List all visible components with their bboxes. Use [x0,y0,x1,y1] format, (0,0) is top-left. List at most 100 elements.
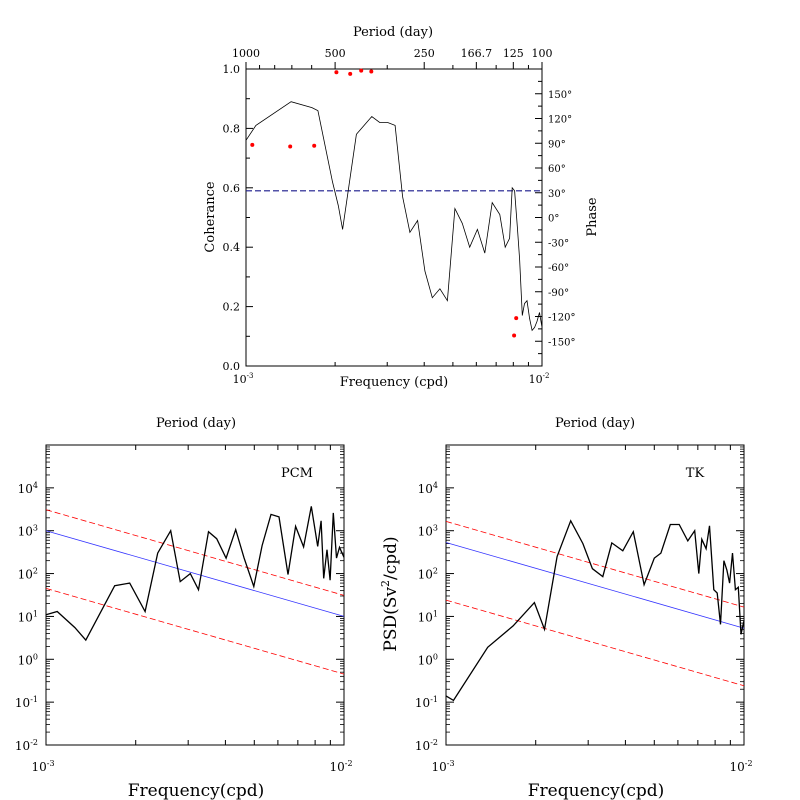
y-tick-label-base: 10 [18,653,33,667]
upper-confidence-line [445,521,745,608]
x-tick-labels: 10-3 10-2 [31,759,352,774]
phase-point [334,70,339,75]
x-axis-title: Frequency(cpd) [128,781,265,800]
y-tick-label-base: 10 [415,739,430,753]
red-noise-line [45,530,345,617]
phase-point [514,316,519,321]
top-tick-label: 125 [503,47,524,60]
x-tick-label-exp: -3 [247,372,254,380]
top-tick-label: 1000 [232,47,260,60]
y-tick-label: 101 [418,609,438,624]
y-tick-label-base: 10 [15,739,30,753]
y-tick-label-base: 10 [18,482,33,496]
phase-point [359,68,364,73]
plot-frame [245,68,543,367]
x-tick-label-exp: -2 [543,372,550,380]
top-tick-label: 500 [325,47,346,60]
y-tick-label-exp: -1 [30,695,38,704]
y-tick-label: 103 [418,524,438,539]
x-tick-label: 10-2 [329,759,352,774]
period-title: Period (day) [156,416,236,431]
x-tick-label-base: 10 [431,760,446,774]
top-tick-label: 166.7 [461,47,493,60]
phase-tick-label: -120° [548,313,575,324]
psd-line [445,519,745,702]
x-axis-title: Frequency(cpd) [528,781,665,800]
y-tick-label: 10-1 [415,695,438,710]
y-tick-label-base: 10 [18,610,33,624]
y-tick-label: 0.2 [223,301,241,314]
y-tick-label-base: 10 [418,653,433,667]
y-tick-label-base: 10 [18,525,33,539]
y-axis-title-sup: 2 [379,580,392,587]
y-tick-label: 10-1 [15,695,38,710]
x-tick-labels: 10-3 10-2 [233,372,550,386]
y-tick-label: 0.4 [223,241,241,254]
plot-frame [45,444,345,746]
x-minor-ticks [535,445,731,745]
panel-label: TK [686,466,705,481]
y-tick-label-exp: 4 [433,481,438,490]
y-tick-label: 1.0 [223,63,241,76]
y-axis-title: PSD(Sv2/cpd) [379,536,401,651]
phase-tick-label: -150° [548,337,575,348]
x-tick-label-base: 10 [329,760,344,774]
y-tick-label-exp: 2 [433,567,438,576]
x-minor-ticks [334,362,529,366]
panel-label: PCM [281,466,313,481]
top-tick-label: 250 [414,47,435,60]
y-tick-label: 103 [18,524,38,539]
y-tick-label: 102 [18,567,38,582]
y-tick-label-exp: 1 [433,609,438,618]
y-tick-label: 10-2 [415,738,438,753]
phase-tick-label: -90° [548,288,569,299]
x-tick-label-base: 10 [529,373,543,386]
x-tick-label-exp: -2 [345,759,353,768]
x-tick-label-base: 10 [233,373,247,386]
phase-point [348,71,353,76]
y-tick-label: 100 [418,652,438,667]
lower-confidence-line [445,599,745,687]
phase-point [369,69,374,74]
x-tick-label-base: 10 [31,760,46,774]
y-tick-label-exp: -2 [30,738,38,747]
phase-point [512,333,517,338]
y-tick-label: 102 [418,567,438,582]
psd-line [45,506,345,642]
x-minor-ticks [135,445,331,745]
x-tick-label: 10-3 [233,372,254,386]
y-tick-label-exp: 0 [433,652,438,661]
y-tick-label-exp: 0 [33,652,38,661]
phase-tick-label: -60° [548,263,569,274]
y-tick-label-base: 10 [415,696,430,710]
x-tick-label: 10-2 [529,372,550,386]
y-tick-label-base: 10 [418,610,433,624]
top-period-ticks: 1000 500 250 166.7 125 100 [232,47,553,69]
coherence-panel: Period (day) 1000 500 250 166.7 125 100 0.0 0.… [203,25,600,390]
y-tick-label-base: 10 [418,525,433,539]
y-tick-label: 0.0 [223,360,241,373]
phase-tick-label: 90° [548,139,566,150]
y-tick-label: 0.6 [223,182,241,195]
x-tick-label-exp: -2 [745,759,753,768]
top-tick-label: 100 [532,47,553,60]
phase-point [312,143,317,148]
x-tick-label-exp: -3 [47,759,55,768]
y-tick-label-exp: 4 [33,481,38,490]
y-tick-label: 10-2 [15,738,38,753]
top-period-title: Period (day) [353,25,433,40]
y-axis-title: Coherance [203,181,218,252]
x-tick-label: 10-3 [31,759,54,774]
y-tick-label-exp: 3 [33,524,38,533]
y-tick-label-base: 10 [418,482,433,496]
y-axis-ticks: 0.0 0.2 0.4 0.6 0.8 1.0 [223,63,253,373]
x-tick-label: 10-2 [729,759,752,774]
y-tick-label: 100 [18,652,38,667]
red-noise-line [445,542,745,629]
phase-tick-label: 150° [548,90,572,101]
coherence-line [245,101,543,332]
y-tick-label-exp: 1 [33,609,38,618]
